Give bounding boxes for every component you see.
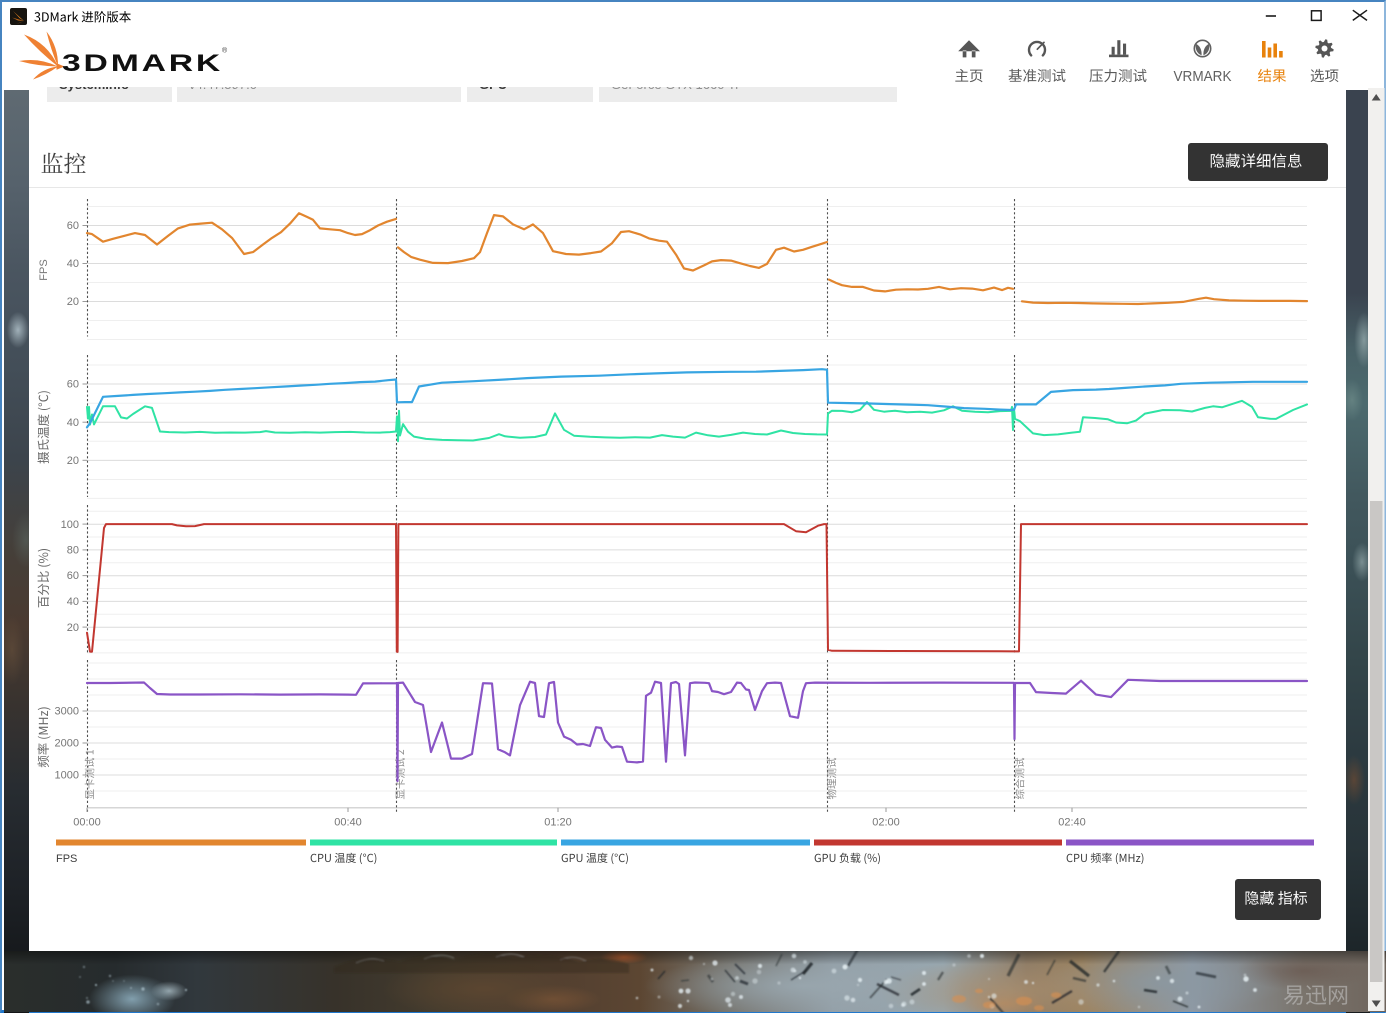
- svg-text:3DMARK: 3DMARK: [62, 50, 223, 77]
- svg-text:40: 40: [67, 596, 79, 608]
- svg-text:2000: 2000: [55, 738, 79, 750]
- svg-text:FPS: FPS: [38, 259, 50, 280]
- svg-text:60: 60: [67, 379, 79, 391]
- svg-text:02:40: 02:40: [1058, 817, 1086, 829]
- svg-text:80: 80: [67, 545, 79, 557]
- svg-text:FPS: FPS: [56, 853, 77, 865]
- svg-text:60: 60: [67, 570, 79, 582]
- svg-text:3000: 3000: [55, 706, 79, 718]
- svg-text:20: 20: [67, 296, 79, 308]
- svg-text:40: 40: [67, 258, 79, 270]
- svg-text:VRMARK: VRMARK: [1174, 68, 1232, 85]
- svg-text:60: 60: [67, 220, 79, 232]
- svg-text:20: 20: [67, 622, 79, 634]
- svg-text:01:20: 01:20: [544, 817, 572, 829]
- svg-text:20: 20: [67, 455, 79, 467]
- svg-text:40: 40: [67, 417, 79, 429]
- svg-text:®: ®: [222, 47, 228, 55]
- svg-text:1000: 1000: [55, 770, 79, 782]
- svg-text:00:00: 00:00: [73, 817, 101, 829]
- svg-text:00:40: 00:40: [334, 817, 362, 829]
- svg-text:02:00: 02:00: [872, 817, 900, 829]
- svg-text:100: 100: [61, 519, 79, 531]
